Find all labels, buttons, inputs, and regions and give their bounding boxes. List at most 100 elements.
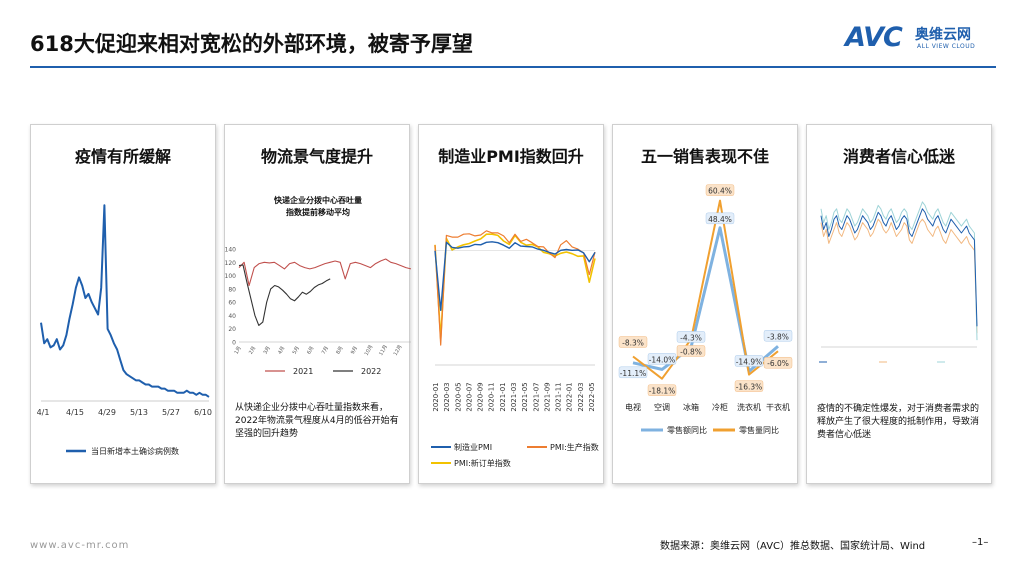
sales-chart: -8.3%-18.1%-0.8%60.4%-16.3%-6.0%-11.1%-1… — [618, 184, 793, 435]
data-label-volume: -6.0% — [767, 359, 789, 368]
logo-cn-text: 奥维云网 — [915, 27, 971, 43]
data-label-volume: 60.4% — [708, 187, 732, 196]
x-tick-label: 2020-11 — [488, 382, 496, 411]
x-tick-label: 2021-11 — [555, 382, 563, 411]
x-tick-label: 2021-05 — [521, 382, 529, 411]
title-rule — [30, 66, 996, 68]
x-tick-label: 4月 — [277, 345, 286, 355]
panel-consumer-confidence: 消费者信心低迷 疫情的不确定性爆发，对于消费者需求的释放产生了很大程度的抵制作用… — [806, 124, 992, 484]
chart-title-line: 快递企业分拨中心吞吐量 — [274, 195, 362, 205]
series-line-retail-volume — [632, 199, 779, 380]
panel-title: 制造业PMI指数回升 — [438, 147, 584, 166]
legend-label: PMI:生产指数 — [550, 442, 599, 452]
x-tick-label: 2020-01 — [432, 382, 440, 411]
legend-label: PMI:新订单指数 — [454, 458, 511, 468]
series-line-2022 — [238, 264, 331, 326]
data-label-sales: 48.4% — [708, 215, 732, 224]
legend-label-volume: 零售量同比 — [739, 425, 779, 435]
y-tick-label: 80 — [228, 286, 236, 293]
panel-pmi: 制造业PMI指数回升 2020-01 2020-03 2020-05 2020-07 2… — [418, 124, 604, 484]
series-line-satisfaction — [820, 218, 978, 334]
slide-title: 618大促迎来相对宽松的外部环境，被寄予厚望 — [30, 32, 473, 56]
data-label-volume: -16.3% — [736, 383, 763, 392]
y-tick-label: 40 — [228, 313, 236, 320]
series-line-new-orders — [434, 233, 596, 340]
y-tick-label: 140 — [225, 247, 236, 254]
panel-may-day-sales: 五一销售表现不佳 -8.3% -18.1% -0.8% 60.4% -16.3% -6.0… — [612, 124, 798, 484]
x-tick-label: 2020-09 — [477, 382, 485, 411]
panel-logistics: 物流景气度提升 快递企业分拨中心吞吐量 指数提前移动平均 140 120 100 80 60… — [224, 124, 411, 484]
data-label-box-volume — [763, 357, 793, 369]
x-tick-label: 8月 — [335, 345, 344, 355]
data-label-box-volume — [705, 184, 735, 196]
x-tick-label: 2022-05 — [588, 382, 596, 411]
panel-title: 五一销售表现不佳 — [640, 147, 769, 166]
x-tick-label: 5/27 — [162, 408, 180, 417]
logo-avc-text: AVC — [845, 22, 903, 53]
x-tick-label: 2021-07 — [532, 382, 540, 411]
data-source: 数据来源：奥维云网（AVC）推总数据、国家统计局、Wind — [660, 541, 926, 552]
x-tick-label: 9月 — [350, 345, 359, 355]
epidemic-chart: 4/1 4/15 4/29 5/13 5/27 6/10 当日新增本土确诊病例数 — [37, 204, 212, 456]
x-tick-label: 4/29 — [98, 408, 116, 417]
y-tick-label: 20 — [228, 326, 236, 333]
series-line-2021 — [238, 258, 411, 287]
data-label-sales: -3.8% — [767, 332, 789, 341]
legend-label: 当日新增本土确诊病例数 — [91, 446, 179, 456]
y-tick-label: 0 — [232, 340, 236, 347]
x-tick-label: 2020-03 — [443, 382, 451, 411]
series-line-expectation — [820, 201, 978, 341]
x-tick-label: 7月 — [321, 345, 330, 355]
x-tick-label: 冰箱 — [683, 402, 699, 412]
panel-epidemic: 疫情有所缓解 4/1 4/15 4/29 5/13 5/27 6/10 当日新增本土确诊病例… — [30, 124, 216, 484]
data-label-box-sales — [647, 353, 677, 365]
x-tick-label: 电视 — [625, 402, 641, 412]
y-tick-label: 120 — [225, 260, 236, 267]
chart-title-line: 指数提前移动平均 — [286, 207, 350, 217]
series-line-pmi — [434, 241, 596, 312]
x-tick-label: 3月 — [263, 345, 272, 355]
data-label-volume: -18.1% — [649, 387, 676, 396]
pmi-chart: 2020-01 2020-03 2020-05 2020-07 2020-09 2020-… — [431, 230, 599, 468]
panel-title: 疫情有所缓解 — [74, 147, 171, 166]
y-tick-label: 60 — [228, 300, 236, 307]
data-label-box-sales — [618, 366, 648, 379]
x-tick-label: 5/13 — [130, 408, 148, 417]
data-label-box-volume — [647, 384, 677, 396]
x-tick-label: 冷柜 — [712, 402, 728, 412]
y-tick-label: 100 — [225, 273, 236, 280]
x-tick-label: 12月 — [393, 344, 404, 357]
x-tick-label: 2020-07 — [465, 382, 473, 411]
x-tick-label: 1月 — [233, 345, 242, 355]
x-tick-label: 6/10 — [194, 408, 212, 417]
data-label-box-volume — [676, 345, 706, 357]
panel-description: 疫情的不确定性爆发，对于消费者需求的释放产生了很大程度的抵制作用，导致消费者信心… — [817, 404, 980, 440]
series-line-cases — [40, 204, 210, 398]
x-tick-label: 2月 — [248, 345, 257, 355]
data-label-box-sales — [734, 355, 764, 367]
data-label-box-sales — [763, 330, 793, 342]
series-line-retail-sales — [632, 226, 779, 373]
logo-en-text: ALL VIEW CLOUD — [917, 43, 976, 50]
x-tick-label: 2020-05 — [454, 382, 462, 411]
x-tick-label: 2021-03 — [510, 382, 518, 411]
x-tick-label: 干衣机 — [766, 402, 790, 412]
data-label-sales: -11.1% — [620, 369, 647, 378]
legend-label: 制造业PMI — [454, 442, 492, 452]
avc-logo: AVC 奥维云网 ALL VIEW CLOUD — [845, 22, 1000, 58]
x-tick-label: 6月 — [306, 345, 315, 355]
data-label-box-volume — [734, 380, 764, 392]
series-line-production — [434, 230, 596, 346]
legend-label-sales: 零售额同比 — [667, 425, 707, 435]
data-label-volume: -0.8% — [680, 347, 702, 356]
legend-label-2021: 2021 — [293, 367, 313, 376]
x-tick-label: 4/1 — [37, 408, 50, 417]
x-tick-label: 5月 — [292, 345, 301, 355]
confidence-chart — [819, 201, 978, 363]
series-line-confidence — [820, 208, 978, 327]
x-tick-label: 空调 — [654, 402, 670, 412]
data-label-sales: -4.3% — [680, 333, 702, 342]
x-tick-label: 4/15 — [66, 408, 84, 417]
x-tick-label: 洗衣机 — [737, 402, 761, 412]
